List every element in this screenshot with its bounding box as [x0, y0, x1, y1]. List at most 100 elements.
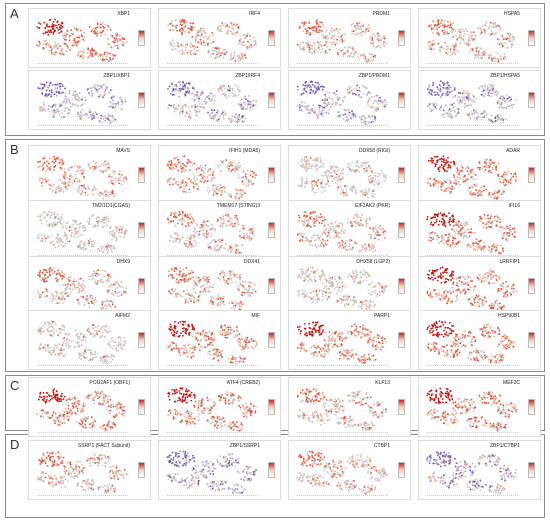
cell-point — [238, 116, 240, 118]
cell-point — [249, 101, 251, 103]
cell-point — [167, 217, 169, 220]
cell-point — [470, 47, 472, 50]
cell-point — [221, 24, 224, 27]
cell-point — [228, 165, 231, 168]
cell-point — [64, 225, 67, 228]
cell-point — [485, 21, 488, 24]
cell-point — [97, 91, 100, 93]
cell-point — [341, 99, 344, 102]
cell-point — [248, 45, 251, 47]
cell-point — [241, 120, 244, 123]
cell-point — [199, 226, 201, 229]
cell-point — [227, 192, 229, 195]
cell-point — [304, 211, 307, 213]
cell-point — [170, 220, 173, 223]
cell-point — [168, 160, 171, 163]
cell-point — [53, 161, 56, 164]
cell-point — [320, 185, 322, 188]
cell-point — [195, 94, 197, 96]
cell-point — [47, 33, 50, 36]
cell-point — [249, 103, 252, 106]
cell-point — [452, 116, 454, 119]
cell-point — [428, 104, 431, 107]
cell-point — [377, 103, 379, 105]
cell-point — [375, 230, 378, 232]
cell-point — [207, 169, 210, 172]
cell-point — [184, 84, 186, 87]
cell-point — [223, 110, 225, 113]
cell-point — [437, 32, 440, 35]
cell-point — [221, 244, 224, 247]
cell-point — [98, 95, 100, 98]
cell-point — [336, 96, 339, 99]
color-scale-legend — [528, 167, 535, 183]
cell-point — [236, 88, 239, 90]
cell-point — [48, 235, 50, 238]
cell-point — [87, 240, 90, 242]
cell-point — [482, 111, 485, 114]
cell-point — [101, 59, 104, 62]
cell-point — [109, 89, 112, 91]
cell-point — [224, 187, 226, 189]
cell-point — [452, 51, 455, 54]
cell-point — [54, 191, 57, 194]
cell-point — [198, 100, 200, 103]
cell-point — [195, 33, 198, 35]
cell-point — [482, 53, 485, 56]
cell-point — [41, 185, 44, 188]
cell-point — [298, 184, 301, 187]
cell-point — [242, 236, 244, 238]
cell-point — [495, 165, 498, 168]
cell-point — [462, 92, 465, 94]
cell-point — [239, 192, 242, 194]
cell-point — [103, 248, 106, 251]
cell-point — [61, 26, 64, 28]
cell-point — [50, 241, 53, 243]
cell-point — [350, 89, 353, 92]
color-scale-legend — [138, 167, 145, 183]
cell-point — [181, 236, 184, 238]
cell-point — [189, 113, 191, 116]
cell-point — [468, 36, 471, 39]
cell-point — [108, 115, 111, 117]
cell-point — [312, 186, 315, 189]
color-scale-legend — [138, 30, 145, 46]
cell-point — [61, 47, 63, 50]
cell-point — [50, 165, 52, 168]
cell-point — [109, 120, 112, 122]
cell-point — [309, 217, 312, 220]
cell-point — [321, 88, 324, 91]
cell-point — [379, 96, 381, 99]
cell-point — [452, 22, 455, 25]
cell-point — [498, 106, 501, 109]
cell-point — [374, 231, 377, 234]
cell-point — [48, 25, 51, 28]
cell-point — [183, 168, 186, 171]
cell-point — [248, 235, 250, 238]
cell-point — [367, 161, 369, 164]
cell-point — [230, 56, 232, 59]
cell-point — [492, 84, 494, 87]
cell-point — [464, 174, 466, 177]
cell-point — [100, 86, 103, 88]
cell-point — [367, 92, 369, 94]
cell-point — [220, 160, 223, 163]
cell-point — [188, 31, 190, 34]
cell-point — [211, 98, 213, 101]
cell-point — [369, 227, 372, 229]
cell-point — [434, 106, 437, 108]
cell-point — [50, 49, 53, 51]
cell-point — [358, 224, 361, 227]
cell-point — [485, 165, 488, 168]
cell-point — [379, 46, 382, 49]
cell-point — [359, 26, 362, 29]
cell-point — [39, 177, 42, 180]
cell-point — [53, 46, 56, 49]
cell-point — [509, 178, 512, 181]
cell-point — [71, 176, 73, 178]
cell-point — [506, 47, 508, 49]
cell-point — [512, 173, 515, 176]
cell-point — [66, 222, 68, 224]
cell-point — [315, 21, 318, 23]
cell-point — [53, 93, 56, 96]
